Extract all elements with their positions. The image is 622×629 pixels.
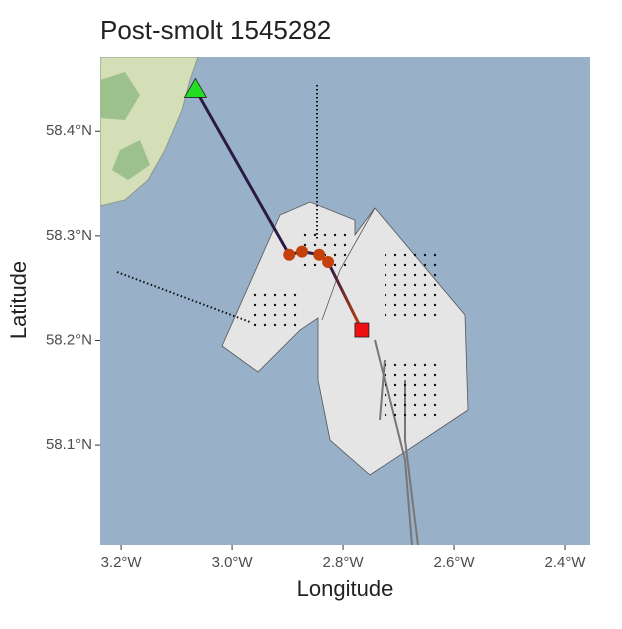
y-axis-title: Latitude — [6, 261, 31, 339]
detection-point — [295, 245, 308, 258]
receiver-grid — [250, 288, 300, 333]
detection-point — [313, 248, 326, 261]
track-line — [194, 88, 364, 331]
x-tick-label: 2.4°W — [545, 554, 587, 571]
woodland — [100, 72, 150, 180]
x-tick-label: 2.8°W — [323, 554, 365, 571]
chart-title: Post-smolt 1545282 — [100, 15, 331, 45]
y-tick-label: 58.1°N — [46, 436, 92, 453]
end-marker — [354, 322, 370, 338]
x-tick-label: 2.6°W — [434, 554, 476, 571]
start-marker — [183, 77, 208, 98]
y-tick-label: 58.4°N — [46, 122, 92, 139]
y-tick-label: 58.2°N — [46, 331, 92, 348]
detection-point — [283, 248, 296, 261]
x-tick-label: 3.0°W — [212, 554, 254, 571]
x-tick-label: 3.2°W — [101, 554, 143, 571]
y-tick-label: 58.3°N — [46, 227, 92, 244]
receiver-grid — [385, 358, 440, 420]
x-axis-title: Longitude — [297, 576, 394, 601]
detection-point — [322, 256, 335, 269]
receiver-grid — [385, 252, 440, 322]
basemap — [100, 57, 590, 545]
